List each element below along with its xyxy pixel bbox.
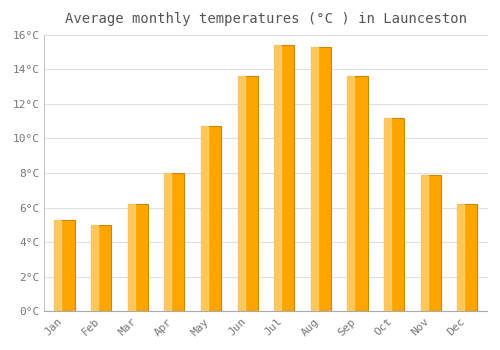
Bar [384, 118, 391, 311]
Bar [201, 126, 208, 311]
Bar [458, 204, 477, 311]
Bar [91, 225, 111, 311]
Bar [420, 175, 428, 311]
Bar [164, 173, 172, 311]
Bar [54, 219, 74, 311]
Bar [54, 219, 62, 311]
Title: Average monthly temperatures (°C ) in Launceston: Average monthly temperatures (°C ) in La… [65, 13, 467, 27]
Bar [128, 204, 134, 311]
Bar [274, 45, 294, 311]
Bar [311, 47, 331, 311]
Bar [274, 45, 281, 311]
Bar [164, 173, 184, 311]
Bar [420, 175, 441, 311]
Bar [311, 47, 318, 311]
Bar [128, 204, 148, 311]
Bar [348, 76, 354, 311]
Bar [238, 76, 244, 311]
Bar [238, 76, 258, 311]
Bar [348, 76, 368, 311]
Bar [201, 126, 221, 311]
Bar [384, 118, 404, 311]
Bar [458, 204, 464, 311]
Bar [91, 225, 98, 311]
